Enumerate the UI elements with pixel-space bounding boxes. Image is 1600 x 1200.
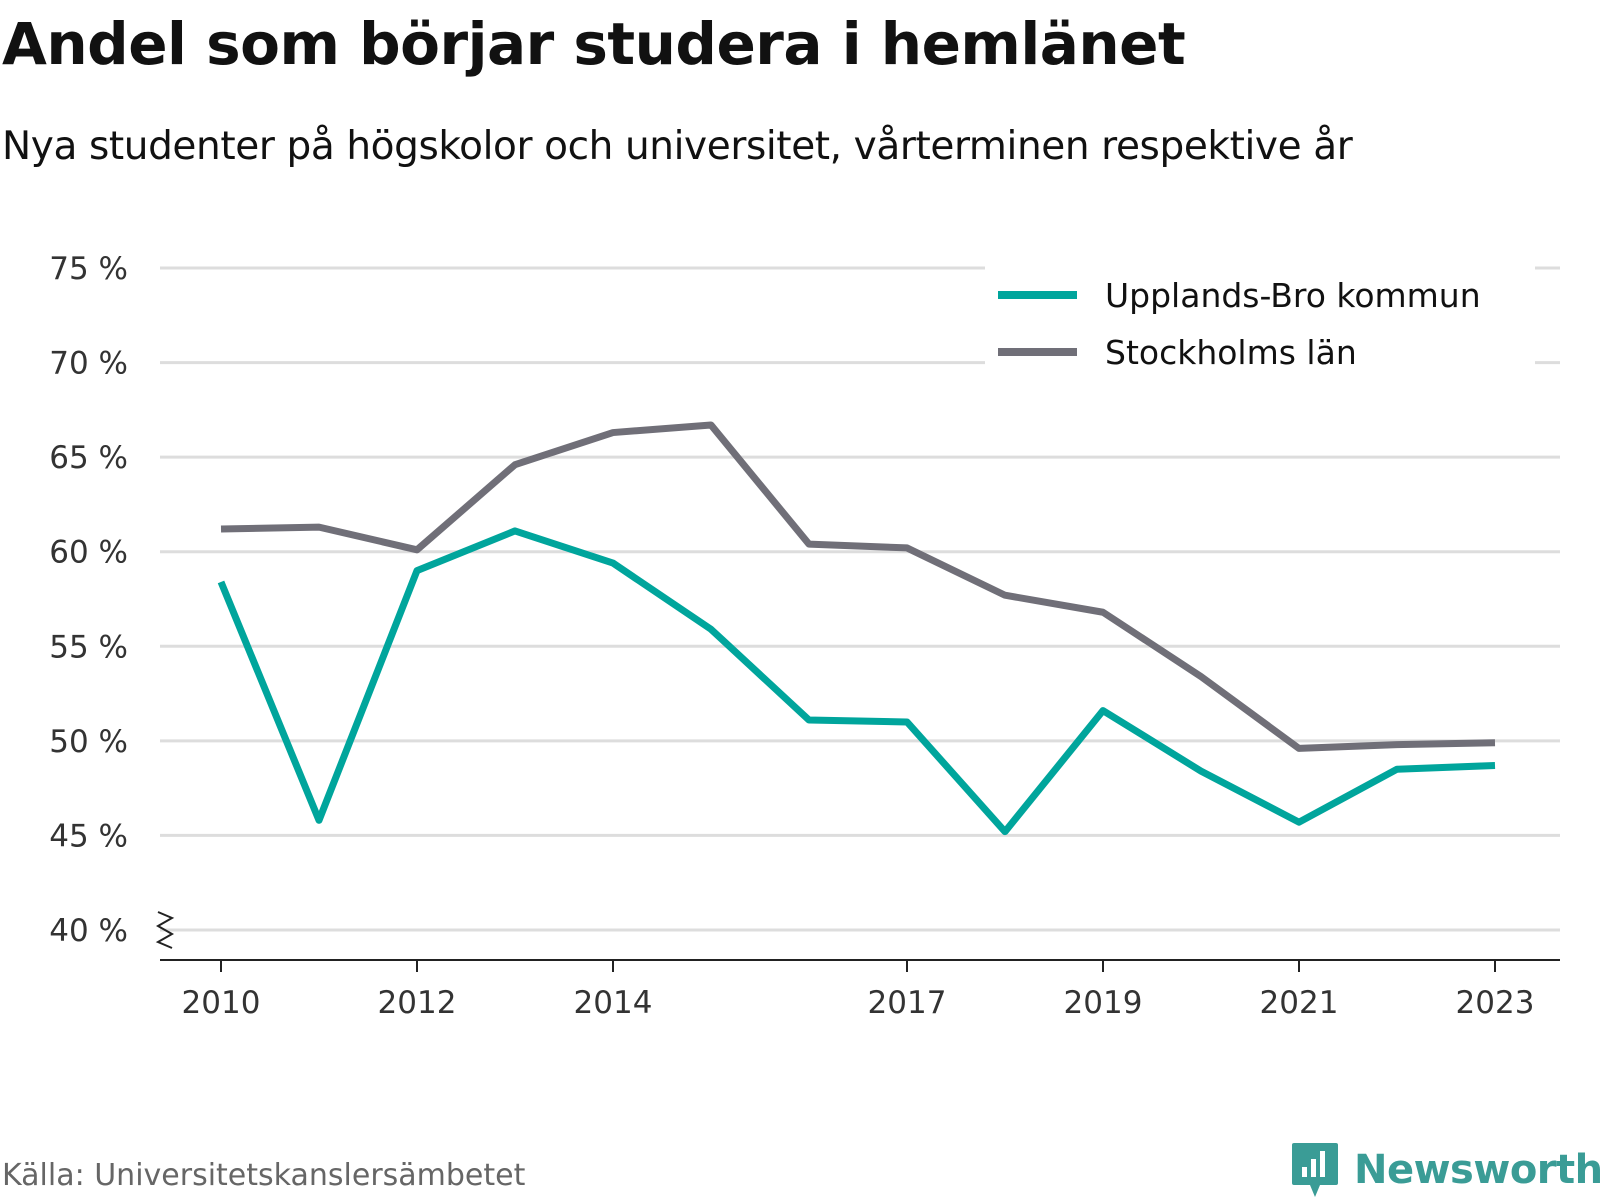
x-tick-label: 2017 — [868, 985, 947, 1021]
y-tick-label: 60 % — [49, 535, 128, 571]
bar-chart-bubble-icon — [1292, 1143, 1338, 1197]
chart-title: Andel som börjar studera i hemlänet — [2, 10, 1186, 78]
line-chart: 40 %45 %50 %55 %60 %65 %70 %75 % 2010 201… — [49, 251, 1560, 1021]
y-tick-label: 40 % — [49, 913, 128, 949]
legend-label-upplands-bro: Upplands-Bro kommun — [1105, 276, 1481, 315]
series-line-upplands-bro — [217, 527, 1496, 836]
brand-name: Newsworthy — [1354, 1147, 1600, 1193]
y-tick-label: 45 % — [49, 818, 128, 854]
x-tick-label: 2021 — [1260, 985, 1339, 1021]
x-tick-label: 2010 — [182, 985, 261, 1021]
legend-label-stockholm: Stockholms län — [1105, 333, 1357, 372]
y-tick-label: 65 % — [49, 440, 128, 476]
series-lines — [217, 421, 1496, 836]
brand-logo[interactable]: Newsworthy — [1290, 1140, 1600, 1200]
source-note: Källa: Universitetskanslersämbetet — [2, 1158, 526, 1193]
y-tick-label: 55 % — [49, 629, 128, 665]
y-tick-label: 50 % — [49, 724, 128, 760]
y-tick-label: 70 % — [49, 346, 128, 382]
y-axis-ticks: 40 % 45 % 50 % 55 % 60 % 65 % 70 % 75 % — [49, 251, 175, 949]
x-tick-label: 2019 — [1064, 985, 1143, 1021]
legend: Upplands-Bro kommun Stockholms län — [985, 265, 1535, 372]
x-tick-label: 2023 — [1456, 985, 1535, 1021]
x-tick-label: 2014 — [574, 985, 653, 1021]
chart-subtitle: Nya studenter på högskolor och universit… — [2, 124, 1353, 169]
series-line-stockholm — [220, 421, 1496, 752]
x-tick-label: 2012 — [378, 985, 457, 1021]
x-axis-ticks: 2010 2012 2014 2017 2019 2021 2023 — [182, 960, 1535, 1021]
y-tick-label: 75 % — [49, 251, 128, 287]
axis-break-icon — [155, 911, 175, 949]
